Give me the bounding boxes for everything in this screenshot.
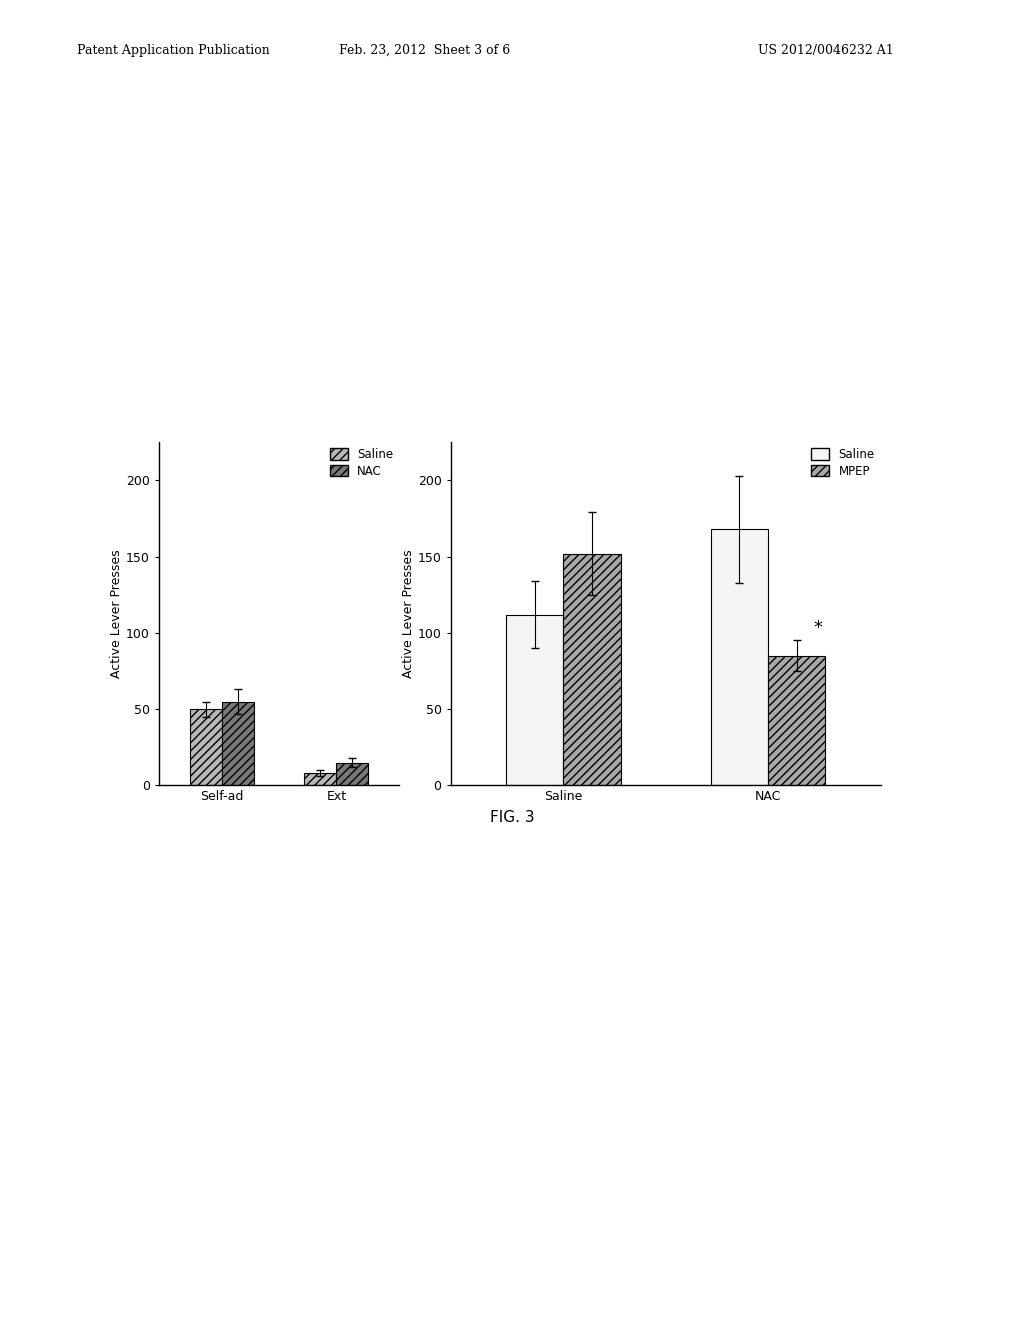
Text: *: * [813,619,822,638]
Text: FIG. 3: FIG. 3 [489,810,535,825]
Legend: Saline, MPEP: Saline, MPEP [811,447,874,478]
Bar [336,763,369,785]
Text: Feb. 23, 2012  Sheet 3 of 6: Feb. 23, 2012 Sheet 3 of 6 [339,44,511,57]
Bar [563,553,621,785]
Bar [711,529,768,785]
Bar [222,701,254,785]
Y-axis label: Active Lever Presses: Active Lever Presses [401,549,415,678]
Bar [304,774,336,785]
Legend: Saline, NAC: Saline, NAC [330,447,393,478]
Bar [189,709,222,785]
Bar [506,615,563,785]
Bar [768,656,825,785]
Y-axis label: Active Lever Presses: Active Lever Presses [110,549,123,678]
Text: Patent Application Publication: Patent Application Publication [77,44,269,57]
Text: US 2012/0046232 A1: US 2012/0046232 A1 [758,44,894,57]
